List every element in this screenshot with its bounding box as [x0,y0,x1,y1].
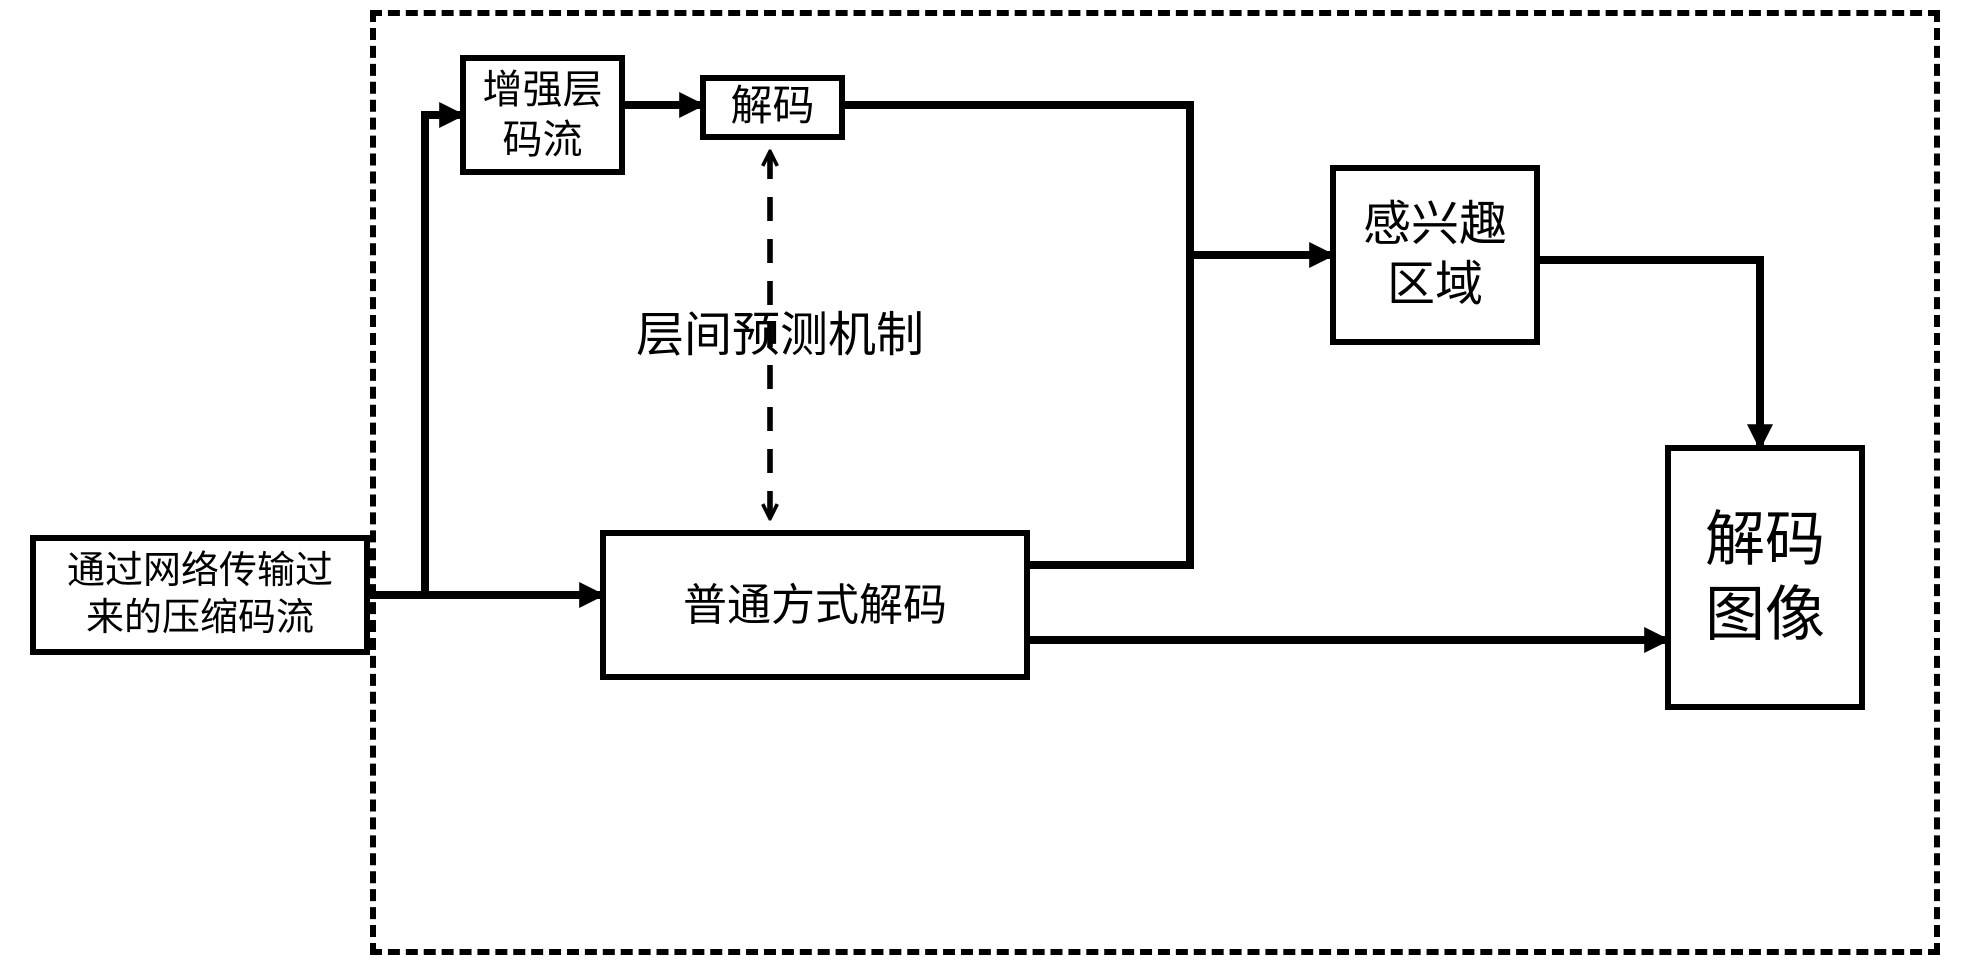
node-label: 普通方式解码 [683,578,947,633]
inter-layer-label: 层间预测机制 [570,305,990,367]
node-enhancement-stream: 增强层码流 [460,55,625,175]
diagram-canvas: 通过网络传输过来的压缩码流 增强层码流 解码 感兴趣区域 普通方式解码 解码图像… [0,0,1965,969]
node-roi: 感兴趣区域 [1330,165,1540,345]
node-output-image: 解码图像 [1665,445,1865,710]
node-label: 增强层码流 [483,65,603,165]
node-label: 解码图像 [1705,503,1825,653]
node-label: 解码 [730,81,814,134]
node-label: 通过网络传输过来的压缩码流 [67,548,333,643]
node-input-stream: 通过网络传输过来的压缩码流 [30,535,370,655]
node-decode: 解码 [700,75,845,140]
node-label: 感兴趣区域 [1363,195,1507,315]
node-normal-decode: 普通方式解码 [600,530,1030,680]
